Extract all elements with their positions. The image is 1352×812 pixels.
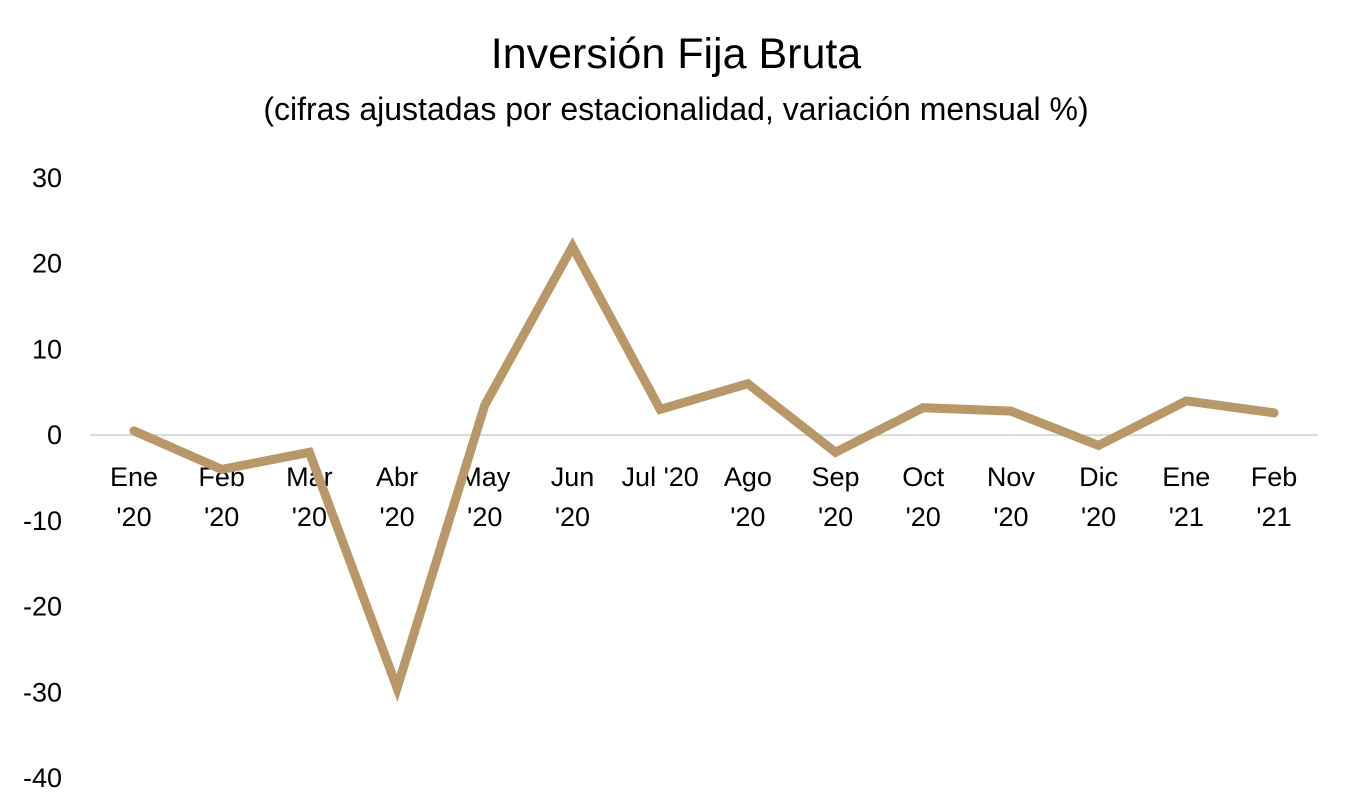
x-tick-label: Abr '20: [376, 462, 418, 532]
x-tick-label: Ene '20: [110, 462, 158, 532]
y-tick-label: -20: [23, 592, 62, 622]
x-tick-label: Ago '20: [724, 462, 772, 532]
x-tick-label: Jun '20: [551, 462, 595, 532]
series-line: [129, 237, 1279, 702]
x-tick-label: Oct '20: [902, 462, 945, 532]
y-tick-label: -10: [23, 506, 62, 536]
y-tick-label: 30: [32, 163, 62, 193]
x-tick-label: May '20: [459, 462, 511, 532]
chart-title: Inversión Fija Bruta: [490, 30, 862, 78]
y-tick-label: -30: [23, 677, 62, 707]
x-tick-label: Mar '20: [286, 462, 333, 532]
chart-subtitle: (cifras ajustadas por estacionalidad, va…: [263, 91, 1089, 127]
series-group: [129, 237, 1279, 702]
x-tick-label: Dic '20: [1079, 462, 1118, 532]
y-tick-label: -40: [23, 763, 62, 793]
y-tick-label: 20: [32, 249, 62, 279]
y-tick-label: 0: [47, 420, 62, 450]
x-tick-label: Jul '20: [622, 462, 699, 492]
x-tick-label: Nov '20: [987, 462, 1036, 532]
y-tick-label: 10: [32, 334, 62, 364]
x-tick-label: Sep '20: [812, 462, 860, 532]
x-tick-label: Ene '21: [1162, 462, 1210, 532]
x-tick-label: Feb '21: [1251, 462, 1298, 532]
y-axis: 30 20 10 0 -10 -20 -30 -40: [23, 163, 62, 793]
